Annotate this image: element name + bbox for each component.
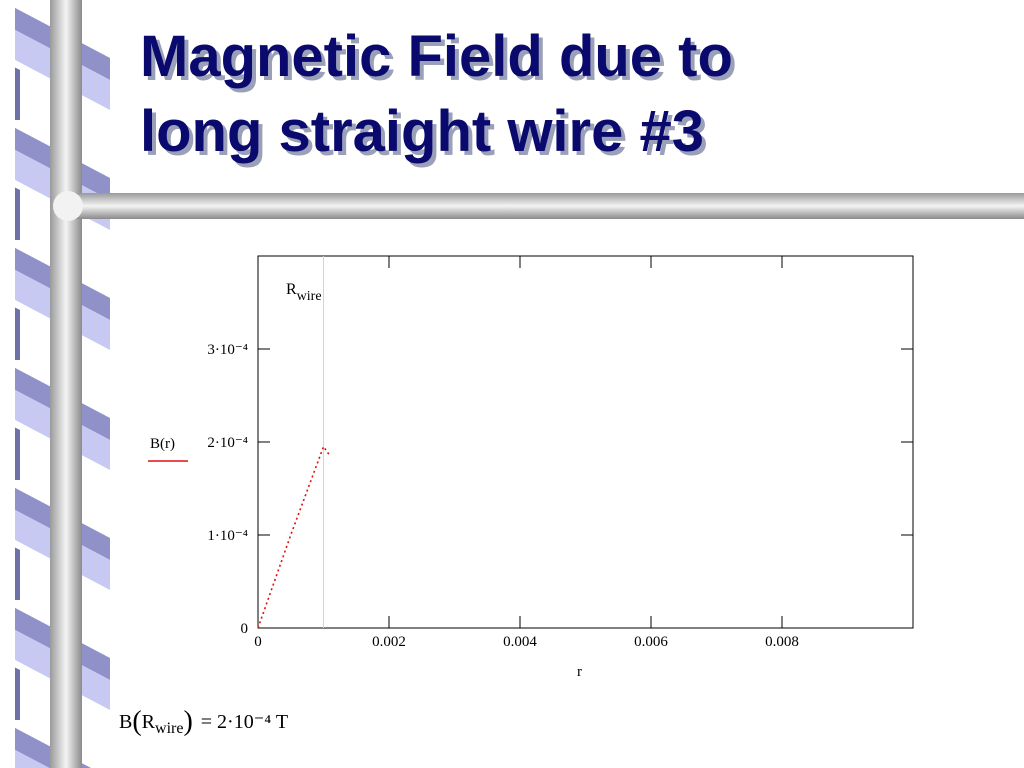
marker-label: Rwire <box>286 281 322 304</box>
eq-func: B <box>119 711 132 733</box>
x-tick-label: 0.006 <box>634 634 668 650</box>
y-tick-label: 3·10⁻⁴ <box>207 342 248 358</box>
x-tick-label: 0.008 <box>765 634 799 650</box>
knob-decor <box>53 191 83 221</box>
marker-label-sub: wire <box>297 289 322 304</box>
plot-frame <box>257 255 914 629</box>
bar-decor <box>60 193 1024 219</box>
title-shadow: long straight wire #3 <box>144 103 708 168</box>
x-tick-label: 0 <box>254 634 262 650</box>
equation: B(Rwire) = 2·10⁻⁴ T <box>119 706 288 737</box>
y-tick-label: 0 <box>241 621 249 637</box>
x-tick-label: 0.002 <box>372 634 406 650</box>
x-tick-label: 0.004 <box>503 634 537 650</box>
legend-label: B(r) <box>150 436 175 452</box>
y-tick-label: 1·10⁻⁴ <box>207 528 248 544</box>
y-tick-label: 2·10⁻⁴ <box>207 435 248 451</box>
pole-decor <box>50 0 82 768</box>
title: long straight wire #3 <box>140 99 704 164</box>
eq-sub: wire <box>155 720 183 737</box>
eq-arg: R <box>142 711 156 733</box>
eq-rhs: = 2·10⁻⁴ T <box>201 711 288 733</box>
x-axis-label: r <box>577 664 582 680</box>
title-shadow: Magnetic Field due to <box>144 28 737 93</box>
marker-label-main: R <box>286 281 297 298</box>
title: Magnetic Field due to <box>140 24 733 89</box>
series-line <box>257 444 331 629</box>
